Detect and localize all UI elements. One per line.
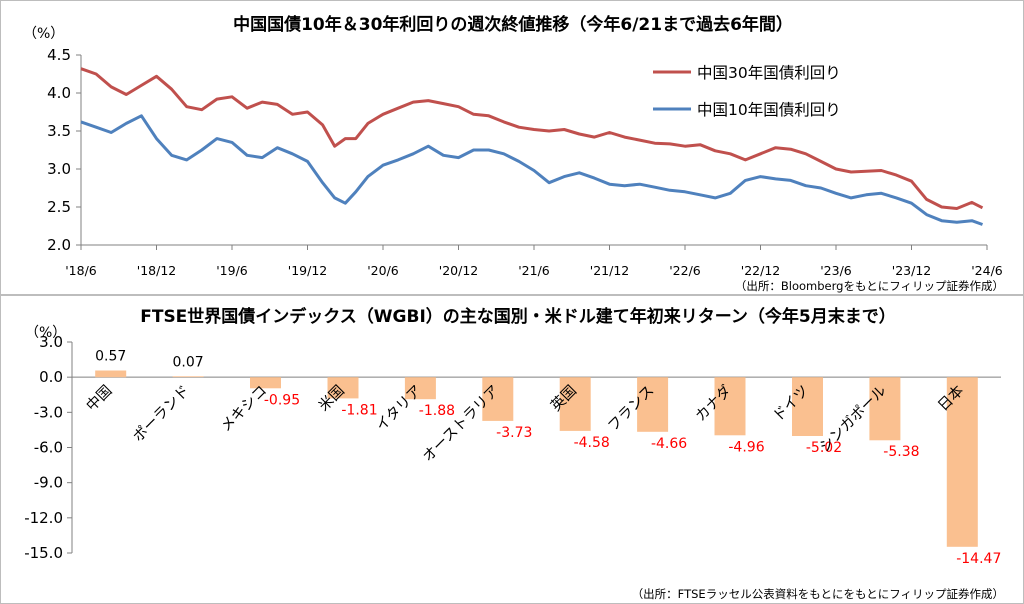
bond-yield-line-chart: 中国国債10年＆30年利回りの週次終値推移（今年6/21まで過去6年間） （%）…: [23, 14, 1004, 293]
bar-3: [327, 377, 359, 399]
y-tick-label: 3.0: [47, 160, 71, 178]
x-tick-label: '18/12: [137, 263, 176, 278]
bar-value-label: -4.96: [728, 439, 764, 455]
bar-2: [250, 377, 281, 389]
y-tick-label: 3.5: [47, 122, 71, 140]
x-tick-label: '23/12: [892, 263, 931, 278]
bar-chart-axes: 3.0 0.0 -3.0 -6.0 -9.0 -12.0 -15.0: [24, 333, 1001, 562]
bar-value-label: -5.02: [806, 440, 842, 456]
category-label: イタリア: [373, 382, 426, 435]
line-chart-legend: 中国30年国債利回り 中国10年国債利回り: [653, 64, 841, 119]
bar-value-label: -4.66: [651, 436, 687, 452]
y-tick-label: -3.0: [34, 403, 63, 421]
x-tick-label: '21/12: [590, 263, 629, 278]
bar-chart-bars: [95, 370, 978, 547]
line-chart-axes: 4.5 4.0 3.5 3.0 2.5 2.0 '18/6 '18/12 '19/6 '19/12…: [47, 46, 1003, 278]
bar-value-label: -1.81: [341, 402, 377, 418]
y-tick-label: 2.0: [47, 236, 71, 254]
bar-0: [95, 370, 127, 378]
bar-value-label: -3.73: [496, 425, 532, 441]
bar-5: [482, 377, 514, 421]
bar-9: [792, 377, 823, 436]
x-tick-label: '18/6: [65, 263, 97, 278]
x-tick-label: '21/6: [518, 263, 550, 278]
x-tick-label: '20/6: [367, 263, 399, 278]
bar-11: [946, 377, 978, 547]
legend-label-cn10y: 中国10年国債利回り: [697, 101, 841, 119]
bar-7: [637, 377, 669, 432]
bar-value-label: -5.38: [883, 444, 919, 460]
line-chart-title: 中国国債10年＆30年利回りの週次終値推移（今年6/21まで過去6年間）: [233, 14, 793, 35]
category-label: ポーランド: [130, 382, 193, 445]
bar-6: [559, 377, 591, 431]
bar-value-label: -1.88: [419, 403, 455, 419]
wgbi-return-bar-chart: FTSE世界国債インデックス（WGBI）の主な国別・米ドル建て年初来リターン（今…: [24, 306, 1004, 601]
x-tick-label: '23/6: [820, 263, 852, 278]
y-tick-label: 0.0: [39, 368, 63, 386]
y-tick-label: 4.0: [47, 84, 71, 102]
y-tick-label: 3.0: [39, 333, 63, 351]
y-tick-label: -12.0: [24, 509, 63, 527]
y-tick-label: -9.0: [34, 474, 63, 492]
line-chart-series: [80, 67, 984, 226]
cn10y-series-line: [80, 114, 984, 226]
bar-value-label: -4.58: [574, 435, 610, 451]
y-tick-label: 2.5: [47, 198, 71, 216]
bar-value-label: 0.07: [173, 354, 204, 370]
line-chart-y-unit: （%）: [23, 26, 64, 42]
x-tick-label: '19/12: [288, 263, 327, 278]
bar-value-label: -14.47: [956, 551, 1001, 567]
category-label: 中国: [83, 382, 116, 415]
y-tick-label: 4.5: [47, 46, 71, 64]
bar-chart-source: （出所：FTSEラッセル公表資料をもとにをもとにフィリップ証券作成）: [632, 587, 1004, 601]
y-tick-label: -6.0: [34, 439, 63, 457]
cn30y-series-line: [80, 67, 984, 210]
bar-8: [714, 377, 746, 436]
line-chart-source: （出所：Bloombergをもとにフィリップ証券作成）: [735, 279, 1004, 293]
bar-10: [869, 377, 901, 441]
legend-label-cn30y: 中国30年国債利回り: [697, 64, 841, 82]
category-label: メキシコ: [218, 383, 270, 435]
bar-value-label: -0.95: [264, 392, 300, 408]
bar-chart-title: FTSE世界国債インデックス（WGBI）の主な国別・米ドル建て年初来リターン（今…: [140, 306, 896, 327]
x-tick-label: '22/12: [741, 263, 780, 278]
x-tick-label: '20/12: [439, 263, 478, 278]
y-tick-label: -15.0: [24, 544, 63, 562]
bond-yield-line-chart-panel: 中国国債10年＆30年利回りの週次終値推移（今年6/21まで過去6年間） （%）…: [0, 0, 1024, 295]
x-tick-label: '24/6: [971, 263, 1003, 278]
wgbi-return-bar-chart-panel: FTSE世界国債インデックス（WGBI）の主な国別・米ドル建て年初来リターン（今…: [0, 295, 1024, 604]
bar-1: [172, 376, 204, 378]
x-tick-label: '22/6: [669, 263, 701, 278]
x-tick-label: '19/6: [216, 263, 248, 278]
bar-value-label: 0.57: [95, 349, 126, 365]
bar-4: [404, 377, 436, 400]
bar-chart-y-unit: （%）: [25, 325, 66, 341]
